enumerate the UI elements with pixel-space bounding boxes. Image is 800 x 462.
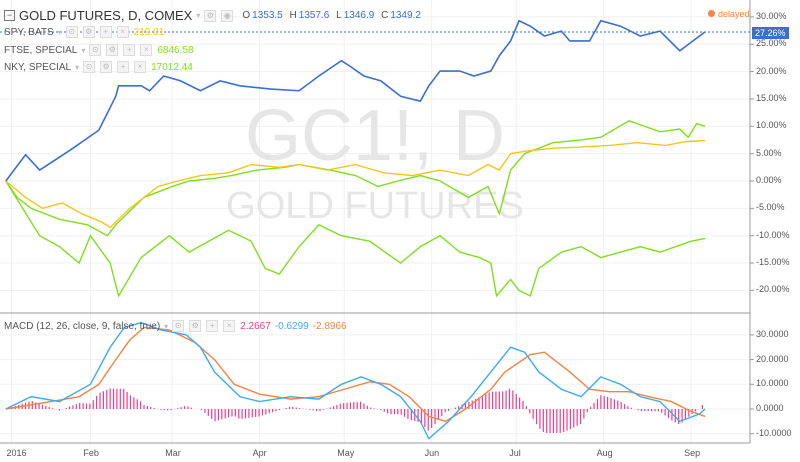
add-icon[interactable]: + bbox=[99, 26, 112, 38]
series-line-nky bbox=[5, 180, 706, 298]
settings-icon[interactable]: ⚙ bbox=[189, 320, 202, 332]
series-line-gc1 bbox=[5, 19, 706, 182]
series-line-spy bbox=[5, 139, 706, 229]
watermark-symbol: GC1!, D bbox=[245, 96, 505, 176]
price-axis-label: -15.00% bbox=[756, 257, 790, 268]
macd-line bbox=[5, 321, 706, 440]
hide-icon[interactable]: ⊙ bbox=[83, 61, 96, 73]
price-axis-label: 30.00% bbox=[756, 10, 787, 21]
compare-value: 6846.58 bbox=[157, 44, 194, 56]
chevron-down-icon[interactable]: ▾ bbox=[81, 45, 86, 55]
close-icon[interactable]: × bbox=[134, 61, 147, 73]
add-icon[interactable]: + bbox=[206, 320, 219, 332]
macd-signal-value: -2.8966 bbox=[312, 320, 347, 332]
macd-axis-label: 10.0000 bbox=[756, 378, 789, 389]
collapse-icon[interactable]: − bbox=[4, 10, 15, 21]
compare-legend-nky: NKY, SPECIAL ▾ ⊙ ⚙ + × 17012.44 bbox=[4, 61, 193, 73]
compare-name: NKY, SPECIAL bbox=[4, 61, 72, 73]
settings-icon[interactable]: ⚙ bbox=[106, 44, 119, 56]
ohlc-values: O 1353.5 H 1357.6 L 1346.9 C 1349.2 bbox=[242, 10, 421, 21]
price-series bbox=[5, 19, 706, 298]
time-axis-label: Aug bbox=[596, 448, 613, 458]
compare-legend-ftse: FTSE, SPECIAL ▾ ⊙ ⚙ + × 6846.58 bbox=[4, 44, 194, 56]
price-axis-label: 0.00% bbox=[756, 175, 782, 185]
macd-axis-label: 30.0000 bbox=[756, 328, 789, 339]
macd-axis-label: -10.0000 bbox=[756, 427, 792, 438]
compare-name: SPY, BATS bbox=[4, 26, 54, 38]
macd-line-value: -0.6299 bbox=[274, 320, 309, 332]
macd-name: MACD (12, 26, close, 9, false, true) bbox=[4, 320, 161, 332]
close-icon[interactable]: × bbox=[223, 320, 236, 332]
last-value-badge: 27.26% bbox=[752, 27, 789, 39]
symbol-title: GOLD FUTURES, D, COMEX bbox=[19, 8, 193, 23]
delayed-indicator[interactable]: delayed bbox=[708, 9, 750, 19]
time-axis-label: Jun bbox=[424, 448, 440, 458]
status-dot-icon bbox=[708, 10, 715, 17]
time-axis-label: Apr bbox=[252, 448, 267, 458]
close-icon[interactable]: × bbox=[140, 44, 153, 56]
series-line-ftse bbox=[5, 120, 706, 237]
settings-icon[interactable]: ⚙ bbox=[100, 61, 113, 73]
close-icon[interactable]: × bbox=[116, 26, 129, 38]
add-icon[interactable]: + bbox=[117, 61, 130, 73]
price-axis-label: 20.00% bbox=[756, 65, 787, 76]
time-axis-label: 2016 bbox=[6, 448, 27, 458]
chevron-down-icon[interactable]: ▾ bbox=[196, 11, 201, 20]
time-axis-label: Mar bbox=[165, 448, 181, 458]
compare-value: 219.01 bbox=[133, 26, 165, 38]
compare-value: 17012.44 bbox=[151, 61, 193, 73]
hide-icon[interactable]: ⊙ bbox=[89, 44, 102, 56]
price-axis-label: -20.00% bbox=[756, 284, 790, 295]
watermark-name: GOLD FUTURES bbox=[226, 185, 524, 227]
chevron-down-icon[interactable]: ▾ bbox=[164, 321, 169, 331]
price-axis-label: 5.00% bbox=[756, 147, 782, 158]
macd-signal-line bbox=[5, 326, 706, 423]
chevron-down-icon[interactable]: ▾ bbox=[75, 62, 80, 72]
macd-axis-label: 0.0000 bbox=[756, 403, 784, 413]
price-axis-label: 25.00% bbox=[756, 38, 787, 49]
compare-name: FTSE, SPECIAL bbox=[4, 44, 78, 56]
price-axis-label: 15.00% bbox=[756, 92, 787, 103]
hide-icon[interactable]: ⊙ bbox=[172, 320, 185, 332]
time-axis-label: Jul bbox=[509, 448, 521, 458]
macd-legend: MACD (12, 26, close, 9, false, true) ▾ ⊙ ⚙… bbox=[4, 320, 347, 332]
macd-series bbox=[5, 321, 706, 440]
price-axis-label: 10.00% bbox=[756, 120, 787, 131]
price-axis-label: -5.00% bbox=[756, 202, 785, 213]
price-axis-label: -10.00% bbox=[756, 229, 790, 240]
macd-hist-value: 2.2667 bbox=[240, 320, 271, 332]
compare-legend-spy: SPY, BATS ▾ ⊙ ⚙ + × 219.01 bbox=[4, 26, 164, 38]
add-icon[interactable]: + bbox=[123, 44, 136, 56]
time-axis-label: May bbox=[337, 448, 355, 458]
format-icon[interactable]: ◉ bbox=[221, 9, 234, 22]
settings-icon[interactable]: ⚙ bbox=[204, 9, 217, 22]
time-axis-label: Sep bbox=[684, 448, 701, 458]
macd-axis-label: 20.0000 bbox=[756, 353, 789, 364]
hide-icon[interactable]: ⊙ bbox=[65, 26, 78, 38]
chevron-down-icon[interactable]: ▾ bbox=[57, 27, 62, 37]
time-axis-label: Feb bbox=[83, 448, 99, 458]
settings-icon[interactable]: ⚙ bbox=[82, 26, 95, 38]
